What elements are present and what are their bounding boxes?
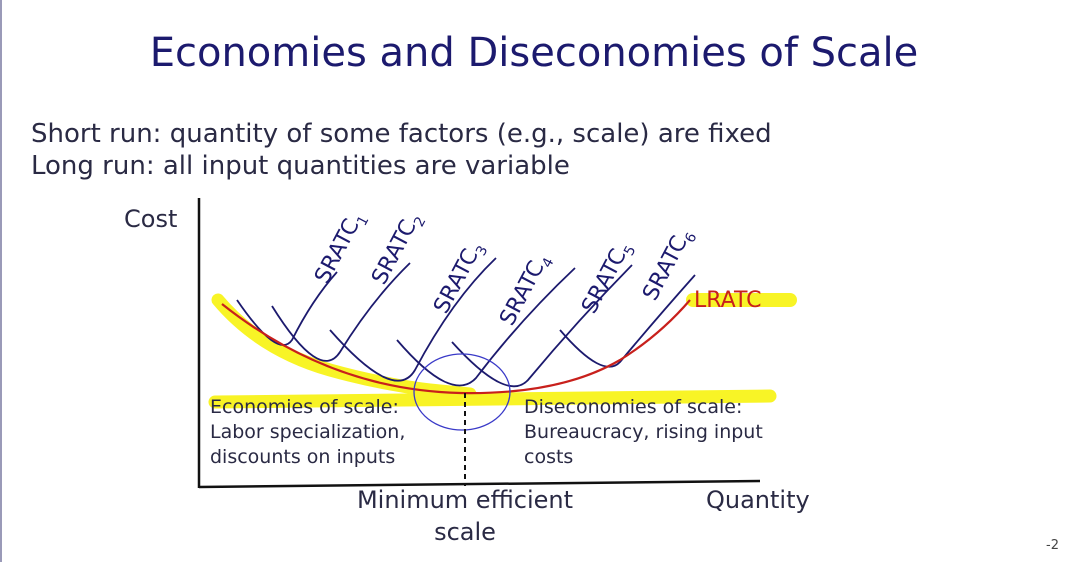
econ-bottom-highlight [208, 389, 777, 409]
diseconomies-line-1: Bureaucracy, rising input [524, 421, 763, 443]
sratc-5-label: SRATC5 [577, 237, 639, 320]
economies-of-scale-note: Economies of scale: Labor specialization… [210, 395, 405, 470]
economies-line-2: discounts on inputs [210, 446, 396, 468]
economies-line-1: Labor specialization, [210, 421, 406, 443]
diseconomies-line-2: costs [524, 446, 574, 468]
lratc-label: LRATC [694, 288, 762, 313]
x-axis-label: Quantity [706, 486, 810, 514]
sratc-2-label: SRATC2 [367, 208, 429, 291]
sratc-4-curve [396, 267, 576, 387]
economies-heading: Economies of scale: [210, 396, 399, 418]
sratc-3-curve [329, 257, 497, 382]
sratc-4-label: SRATC4 [495, 249, 557, 332]
bullet-long-run: Long run: all input quantities are varia… [31, 151, 570, 181]
bullet-short-run: Short run: quantity of some factors (e.g… [31, 119, 772, 149]
slide-left-border [0, 0, 2, 562]
sratc-1-curve [236, 271, 338, 346]
highlighter-marks [208, 293, 797, 409]
mes-label-line-1: Minimum efficient [356, 486, 574, 514]
sratc-2-curve [271, 262, 411, 362]
lratc-curve [221, 299, 691, 395]
page-number: -2 [1046, 538, 1059, 553]
lratc-highlight-left [211, 293, 477, 401]
mes-circle-annotation [413, 353, 511, 431]
slide-title: Economies and Diseconomies of Scale [149, 30, 919, 76]
short-run-curves [236, 257, 696, 388]
y-axis-label: Cost [124, 205, 178, 233]
sratc-6-curve [559, 274, 696, 368]
mes-label-line-2: scale [434, 518, 496, 546]
sratc-3-label: SRATC3 [429, 237, 491, 320]
diseconomies-of-scale-note: Diseconomies of scale: Bureaucracy, risi… [524, 395, 763, 470]
sratc-1-label: SRATC1 [310, 207, 372, 290]
diseconomies-heading: Diseconomies of scale: [524, 396, 743, 418]
minimum-efficient-scale-label: Minimum efficient scale [340, 484, 590, 548]
x-axis [198, 479, 761, 489]
sratc-5-curve [451, 264, 633, 388]
